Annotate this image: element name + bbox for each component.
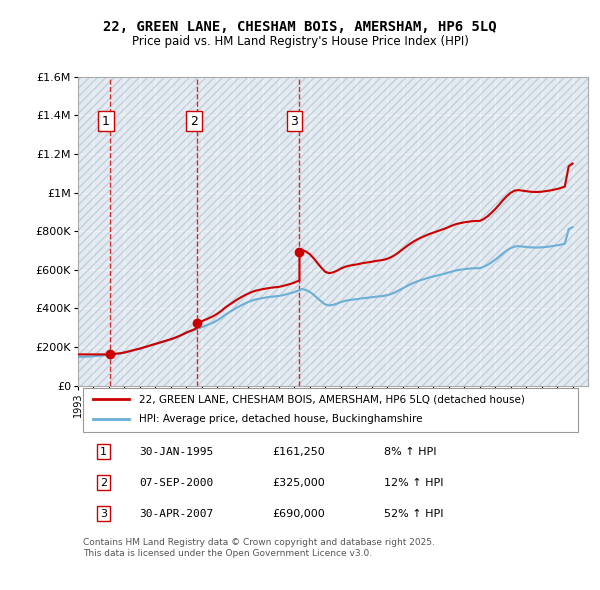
- Text: 3: 3: [100, 509, 107, 519]
- Text: 12% ↑ HPI: 12% ↑ HPI: [384, 477, 443, 487]
- Text: 30-JAN-1995: 30-JAN-1995: [139, 447, 214, 457]
- Text: 2: 2: [100, 477, 107, 487]
- Text: 52% ↑ HPI: 52% ↑ HPI: [384, 509, 443, 519]
- Text: 22, GREEN LANE, CHESHAM BOIS, AMERSHAM, HP6 5LQ: 22, GREEN LANE, CHESHAM BOIS, AMERSHAM, …: [103, 19, 497, 34]
- Text: 07-SEP-2000: 07-SEP-2000: [139, 477, 214, 487]
- Text: £325,000: £325,000: [272, 477, 325, 487]
- Text: 30-APR-2007: 30-APR-2007: [139, 509, 214, 519]
- Text: £161,250: £161,250: [272, 447, 325, 457]
- Text: 3: 3: [290, 114, 298, 127]
- Text: HPI: Average price, detached house, Buckinghamshire: HPI: Average price, detached house, Buck…: [139, 415, 422, 424]
- FancyBboxPatch shape: [83, 388, 578, 432]
- Text: Price paid vs. HM Land Registry's House Price Index (HPI): Price paid vs. HM Land Registry's House …: [131, 35, 469, 48]
- Text: 1: 1: [100, 447, 107, 457]
- Text: 2: 2: [190, 114, 198, 127]
- Text: £690,000: £690,000: [272, 509, 325, 519]
- Text: 8% ↑ HPI: 8% ↑ HPI: [384, 447, 437, 457]
- Text: Contains HM Land Registry data © Crown copyright and database right 2025.
This d: Contains HM Land Registry data © Crown c…: [83, 538, 435, 558]
- Text: 1: 1: [102, 114, 110, 127]
- Text: 22, GREEN LANE, CHESHAM BOIS, AMERSHAM, HP6 5LQ (detached house): 22, GREEN LANE, CHESHAM BOIS, AMERSHAM, …: [139, 394, 525, 404]
